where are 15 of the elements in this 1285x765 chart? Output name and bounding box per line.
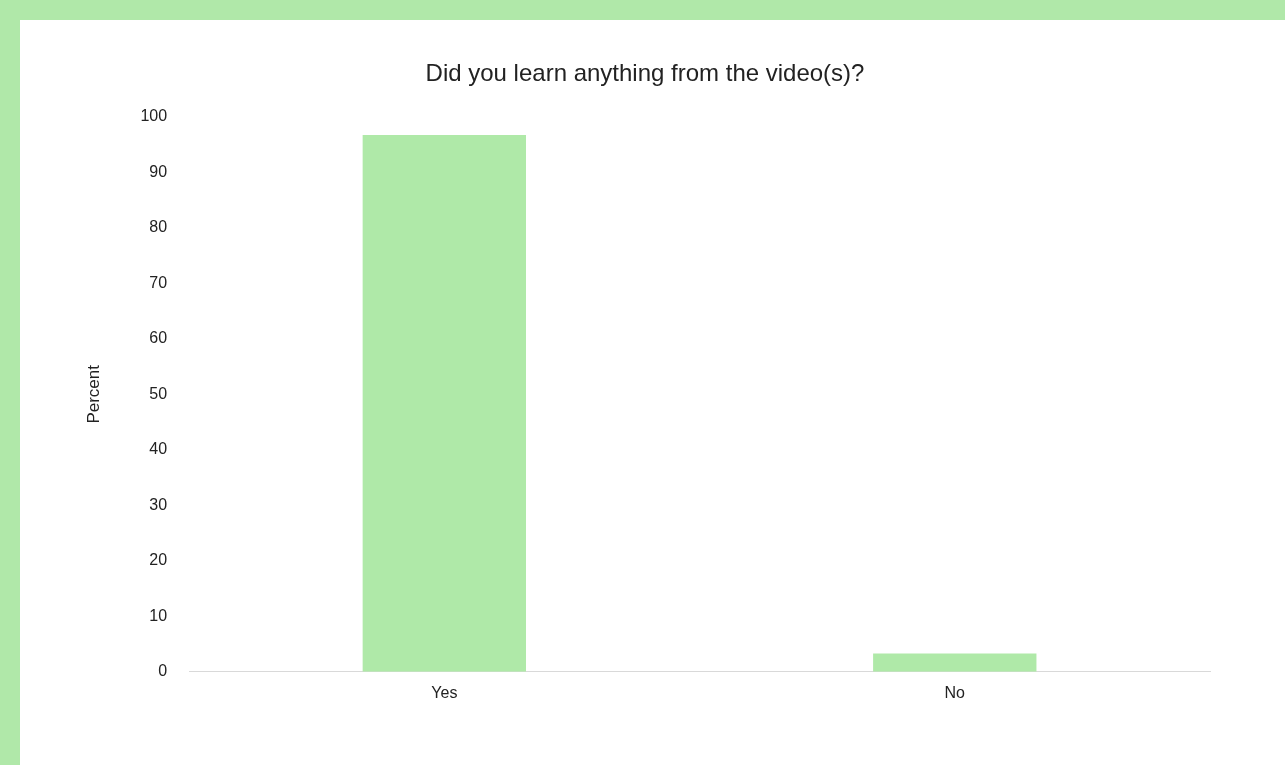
y-axis-title: Percent xyxy=(83,364,103,424)
y-tick-label: 70 xyxy=(149,273,168,291)
y-tick-label: 40 xyxy=(149,440,168,458)
y-tick-label: 10 xyxy=(149,606,168,624)
y-tick-label: 0 xyxy=(158,662,168,680)
y-tick-label: 30 xyxy=(149,495,168,513)
y-tick-label: 90 xyxy=(149,162,168,180)
chart-title: Did you learn anything from the video(s)? xyxy=(425,59,865,87)
x-tick-label: Yes xyxy=(431,683,458,701)
y-tick-label: 50 xyxy=(149,384,168,402)
y-tick-label: 80 xyxy=(149,218,168,236)
y-tick-label: 60 xyxy=(149,329,168,347)
y-tick-label: 100 xyxy=(140,107,168,125)
x-tick-label: No xyxy=(944,683,966,701)
y-tick-label: 20 xyxy=(149,551,168,569)
